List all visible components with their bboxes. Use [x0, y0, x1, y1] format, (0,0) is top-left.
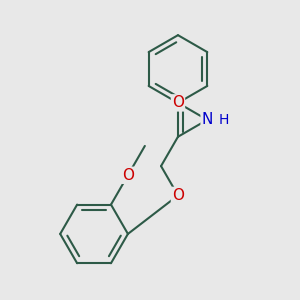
Text: O: O: [122, 168, 134, 183]
Text: N: N: [202, 112, 213, 127]
Text: H: H: [218, 113, 229, 127]
Text: O: O: [172, 188, 184, 203]
Text: O: O: [172, 95, 184, 110]
